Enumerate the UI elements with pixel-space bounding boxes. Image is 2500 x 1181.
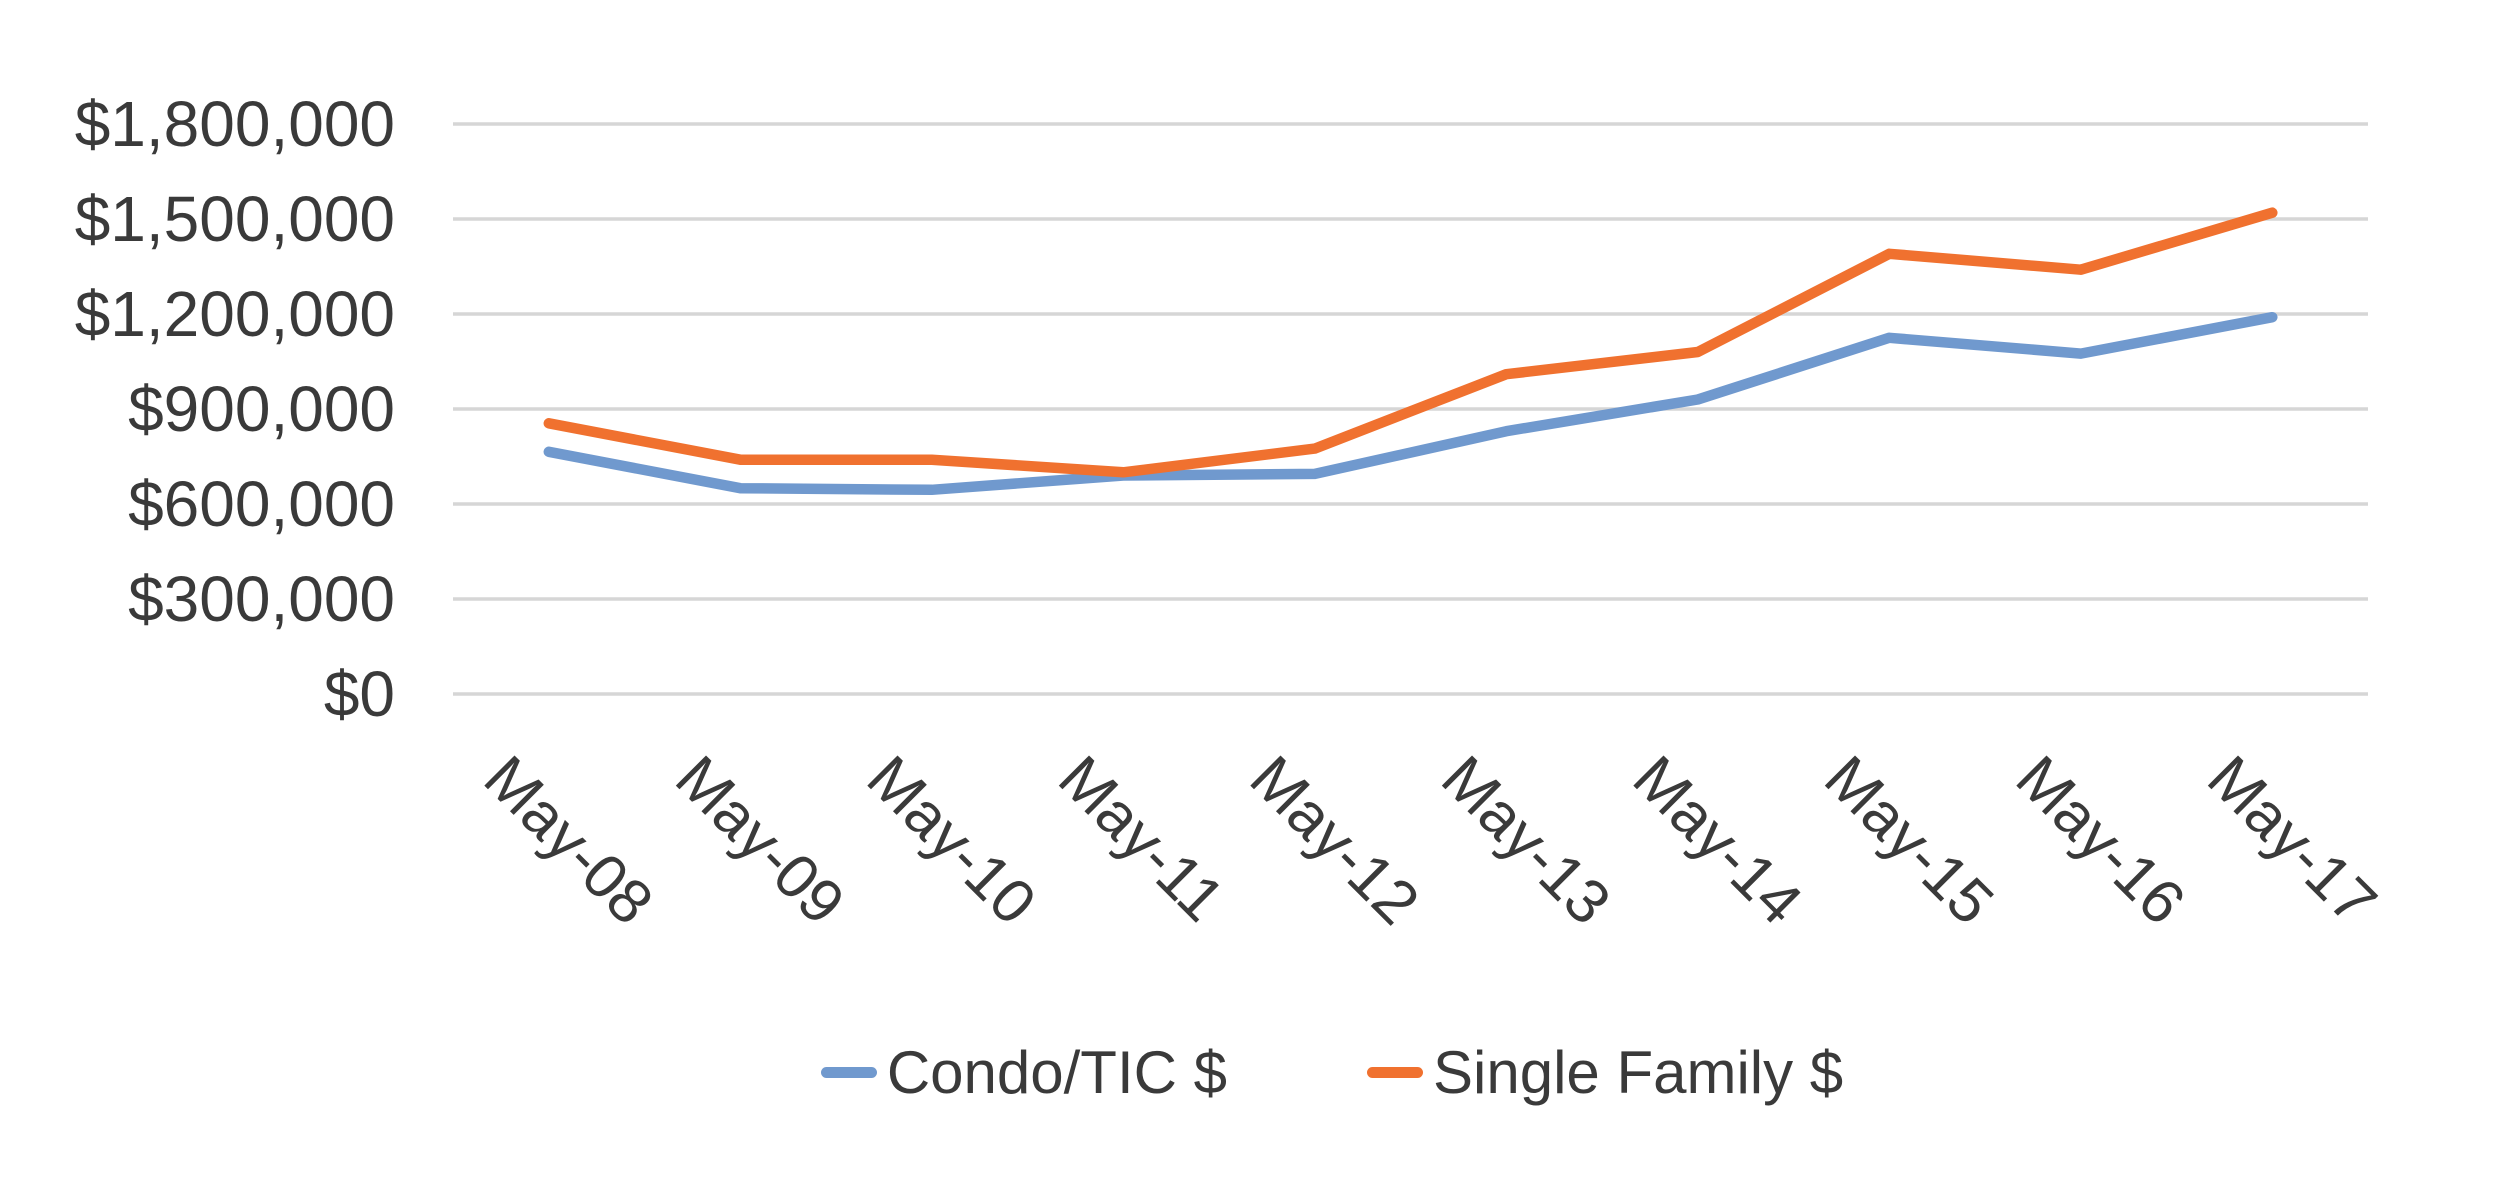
x-axis-label: May-09 xyxy=(662,743,857,938)
x-axis-label: May-08 xyxy=(471,743,666,938)
y-axis-label: $600,000 xyxy=(128,468,395,540)
chart-legend: Condo/TIC $ Single Family $ xyxy=(82,1038,2500,1107)
x-axis-label: May-14 xyxy=(1620,743,1815,938)
x-axis-label: May-11 xyxy=(1045,743,1237,935)
legend-label-condo-tic: Condo/TIC $ xyxy=(886,1039,1227,1106)
x-axis-label: May-10 xyxy=(854,743,1049,938)
legend-item-condo-tic: Condo/TIC $ xyxy=(820,1038,1227,1107)
legend-line-swatch-single-family xyxy=(1367,1067,1423,1078)
y-axis-label: $0 xyxy=(324,658,395,730)
legend-item-single-family: Single Family $ xyxy=(1367,1038,1843,1107)
legend-label-single-family: Single Family $ xyxy=(1433,1039,1844,1106)
series-line-single-family xyxy=(543,207,2278,478)
legend-line-swatch-condo-tic xyxy=(820,1067,877,1078)
x-axis-label: May-15 xyxy=(1811,743,2006,938)
x-axis-label: May-16 xyxy=(2003,743,2198,938)
x-axis-label: May-17 xyxy=(2194,743,2389,938)
y-axis-label: $300,000 xyxy=(128,563,395,635)
y-axis-label: $900,000 xyxy=(128,373,395,445)
y-axis-label: $1,500,000 xyxy=(75,183,395,255)
y-axis-label: $1,200,000 xyxy=(75,278,395,350)
y-axis-label: $1,800,000 xyxy=(75,88,395,160)
x-axis-label: May-13 xyxy=(1428,743,1623,938)
series-line-condo-tic xyxy=(543,311,2278,496)
x-axis-label: May-12 xyxy=(1237,743,1432,938)
